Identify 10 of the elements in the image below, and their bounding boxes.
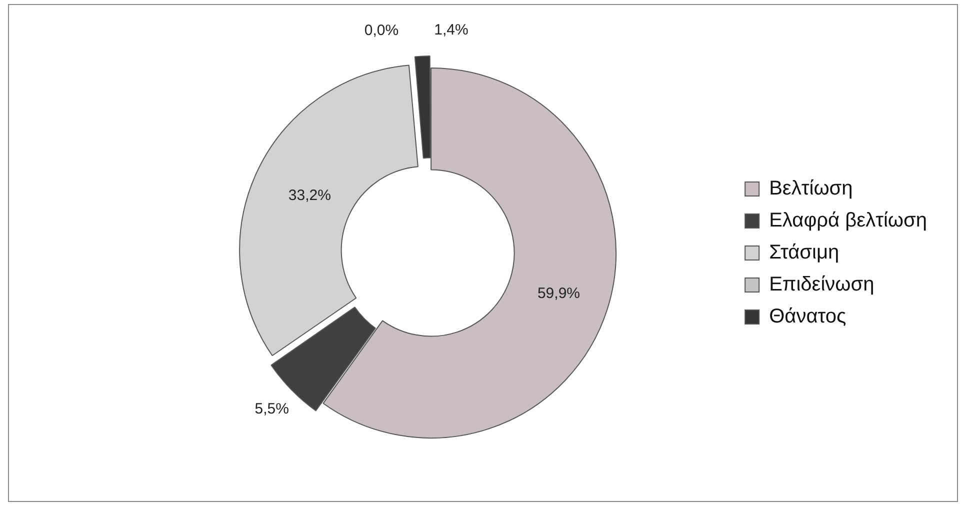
data-label: 33,2%	[288, 187, 331, 204]
legend-label: Ελαφρά βελτίωση	[769, 210, 928, 232]
text: 0,0%	[364, 22, 399, 40]
data-label: 1,4%	[434, 21, 468, 38]
legend-label: Στάσιμη	[769, 242, 840, 264]
legend-label: Επιδείνωση	[769, 274, 874, 296]
legend-label: Θάνατος	[769, 306, 847, 328]
data-label: 59,9%	[537, 285, 580, 302]
data-label: 5,5%	[254, 400, 289, 418]
legend-label: Βελτίωση	[769, 178, 853, 200]
